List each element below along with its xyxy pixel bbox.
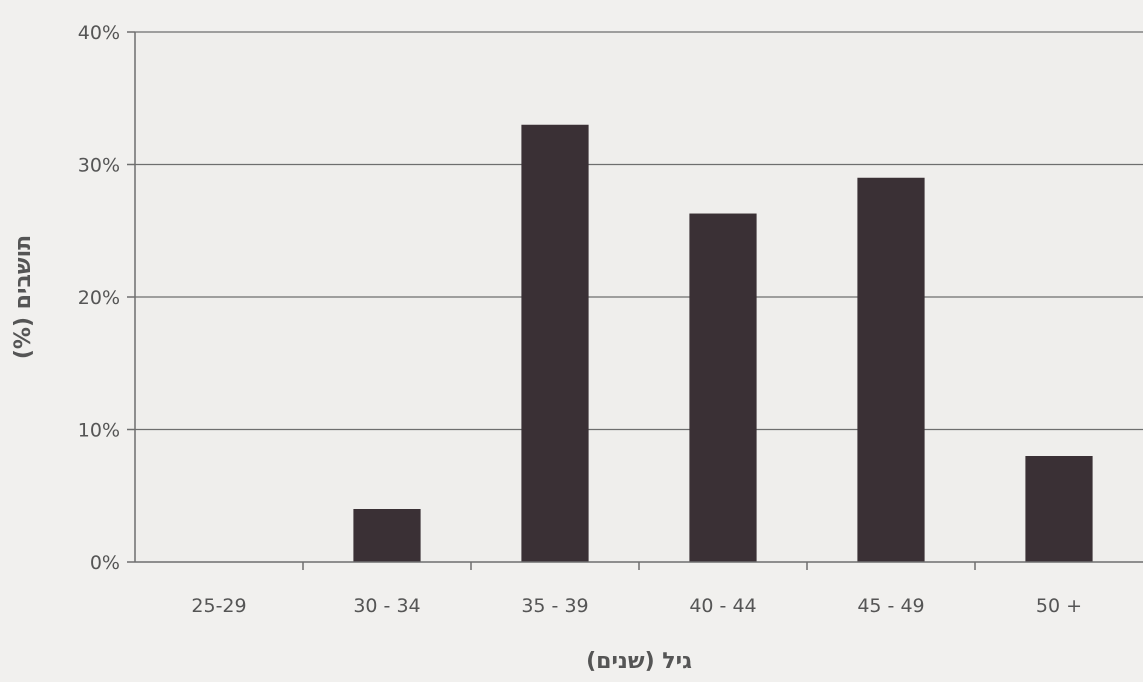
x-tick-label: 50 +: [1036, 595, 1082, 617]
y-tick-label: 0%: [90, 552, 120, 574]
y-axis-title: תושבים (%): [11, 235, 36, 359]
bar: [521, 124, 589, 562]
y-tick-label: 40%: [78, 22, 120, 44]
bar: [857, 177, 925, 562]
gridlines: [135, 31, 1143, 431]
x-tick-label: 25-29: [191, 595, 246, 617]
y-axis-ticks: 0% 10% 20% 30% 40%: [78, 22, 135, 574]
x-axis-title: גיל (שנים): [586, 649, 692, 674]
x-tick-label: 30 - 34: [353, 595, 420, 617]
bar: [1025, 456, 1093, 562]
x-axis-ticks: 25-29 30 - 34 35 - 39 40 - 44 45 - 49 50 +: [191, 562, 1082, 617]
y-tick-label: 20%: [78, 287, 120, 309]
y-tick-label: 10%: [78, 420, 120, 442]
x-tick-label: 35 - 39: [521, 595, 588, 617]
bar: [689, 213, 757, 562]
bar: [353, 509, 421, 562]
bars: [353, 124, 1093, 562]
x-tick-label: 45 - 49: [857, 595, 924, 617]
x-tick-label: 40 - 44: [689, 595, 756, 617]
y-tick-label: 30%: [78, 155, 120, 177]
